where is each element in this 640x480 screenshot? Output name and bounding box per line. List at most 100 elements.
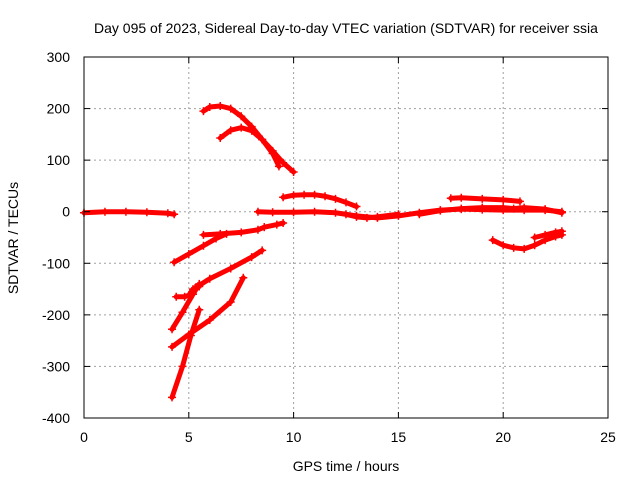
data-point: [352, 202, 361, 211]
data-point: [168, 342, 177, 351]
data-point: [186, 331, 195, 340]
data-point: [199, 241, 208, 250]
plot-frame: [83, 56, 609, 419]
y-tick-label: -200: [42, 307, 70, 323]
data-point: [272, 220, 281, 229]
data-point: [289, 168, 298, 177]
x-tick-label: 10: [286, 429, 302, 445]
data-point: [415, 210, 424, 219]
data-point: [362, 213, 371, 222]
data-point: [216, 229, 225, 238]
data-point: [530, 233, 539, 242]
y-tick-label: 0: [62, 204, 70, 220]
y-tick-label: -100: [42, 255, 70, 271]
data-point: [239, 273, 248, 282]
data-point: [352, 212, 361, 221]
data-point: [457, 204, 466, 213]
data-point: [237, 123, 246, 132]
data-point: [258, 135, 267, 144]
data-point: [331, 208, 340, 217]
y-axis-label: SDTVAR / TECUs: [5, 182, 21, 294]
data-point: [509, 204, 518, 213]
data-point: [373, 212, 382, 221]
x-tick-label: 0: [80, 429, 88, 445]
data-point: [457, 193, 466, 202]
data-point: [300, 190, 309, 199]
data-point: [178, 362, 187, 371]
data-point: [226, 104, 235, 113]
data-point: [100, 207, 109, 216]
x-tick-label: 15: [391, 429, 407, 445]
data-point: [488, 236, 497, 245]
data-point: [237, 112, 246, 121]
data-point: [520, 244, 529, 253]
data-point: [530, 241, 539, 250]
data-point: [541, 230, 550, 239]
data-point: [195, 305, 204, 314]
data-point: [237, 228, 246, 237]
y-tick-label: 100: [47, 152, 71, 168]
data-point: [247, 126, 256, 135]
data-point: [205, 316, 214, 325]
data-point: [121, 207, 130, 216]
data-point: [509, 243, 518, 252]
y-tick-label: 200: [47, 101, 71, 117]
data-point: [163, 209, 172, 218]
chart-title: Day 095 of 2023, Sidereal Day-to-day VTE…: [94, 20, 598, 36]
data-point: [258, 246, 267, 255]
data-point: [321, 192, 330, 201]
data-point: [394, 210, 403, 219]
data-point: [170, 210, 179, 219]
data-point: [499, 241, 508, 250]
data-point: [188, 290, 197, 299]
x-tick-label: 25: [600, 429, 616, 445]
data-point: [289, 191, 298, 200]
data-point: [226, 126, 235, 135]
data-point: [551, 228, 560, 237]
y-tick-label: 300: [47, 49, 71, 65]
axis-ticks: 0 5 10 15 20 25 300 200 100 0 -100 -200 -300 -400: [42, 49, 616, 445]
data-point: [499, 195, 508, 204]
data-point: [557, 208, 566, 217]
data-point: [172, 292, 181, 301]
data-point: [279, 193, 288, 202]
data-point: [180, 292, 189, 301]
data-point: [268, 208, 277, 217]
x-tick-label: 20: [495, 429, 511, 445]
data-point: [178, 308, 187, 317]
data-point: [274, 162, 283, 171]
data-marks: [80, 101, 566, 402]
series-track: [169, 281, 202, 332]
y-tick-label: -300: [42, 358, 70, 374]
data-point: [199, 230, 208, 239]
data-point: [436, 206, 445, 215]
x-axis-label: GPS time / hours: [293, 458, 400, 474]
data-point: [331, 194, 340, 203]
data-point: [184, 250, 193, 259]
data-point: [247, 253, 256, 262]
data-point: [541, 205, 550, 214]
data-point: [168, 325, 177, 334]
data-point: [170, 258, 179, 267]
data-point: [342, 198, 350, 207]
data-point: [520, 203, 529, 212]
data-point: [268, 149, 277, 158]
data-point: [478, 203, 487, 212]
data-point: [253, 225, 262, 234]
data-point: [310, 190, 319, 199]
y-tick-label: -400: [42, 410, 70, 426]
data-point: [279, 219, 288, 228]
data-point: [195, 279, 204, 288]
data-point: [342, 210, 350, 219]
data-point: [226, 297, 235, 306]
data-point: [168, 393, 177, 402]
data-point: [205, 274, 214, 283]
series-track: [200, 103, 297, 175]
data-point: [515, 197, 524, 206]
data-point: [216, 133, 225, 142]
x-tick-label: 5: [185, 429, 193, 445]
data-point: [142, 208, 151, 217]
data-point: [279, 158, 288, 167]
data-point: [216, 101, 225, 110]
data-point: [478, 194, 487, 203]
